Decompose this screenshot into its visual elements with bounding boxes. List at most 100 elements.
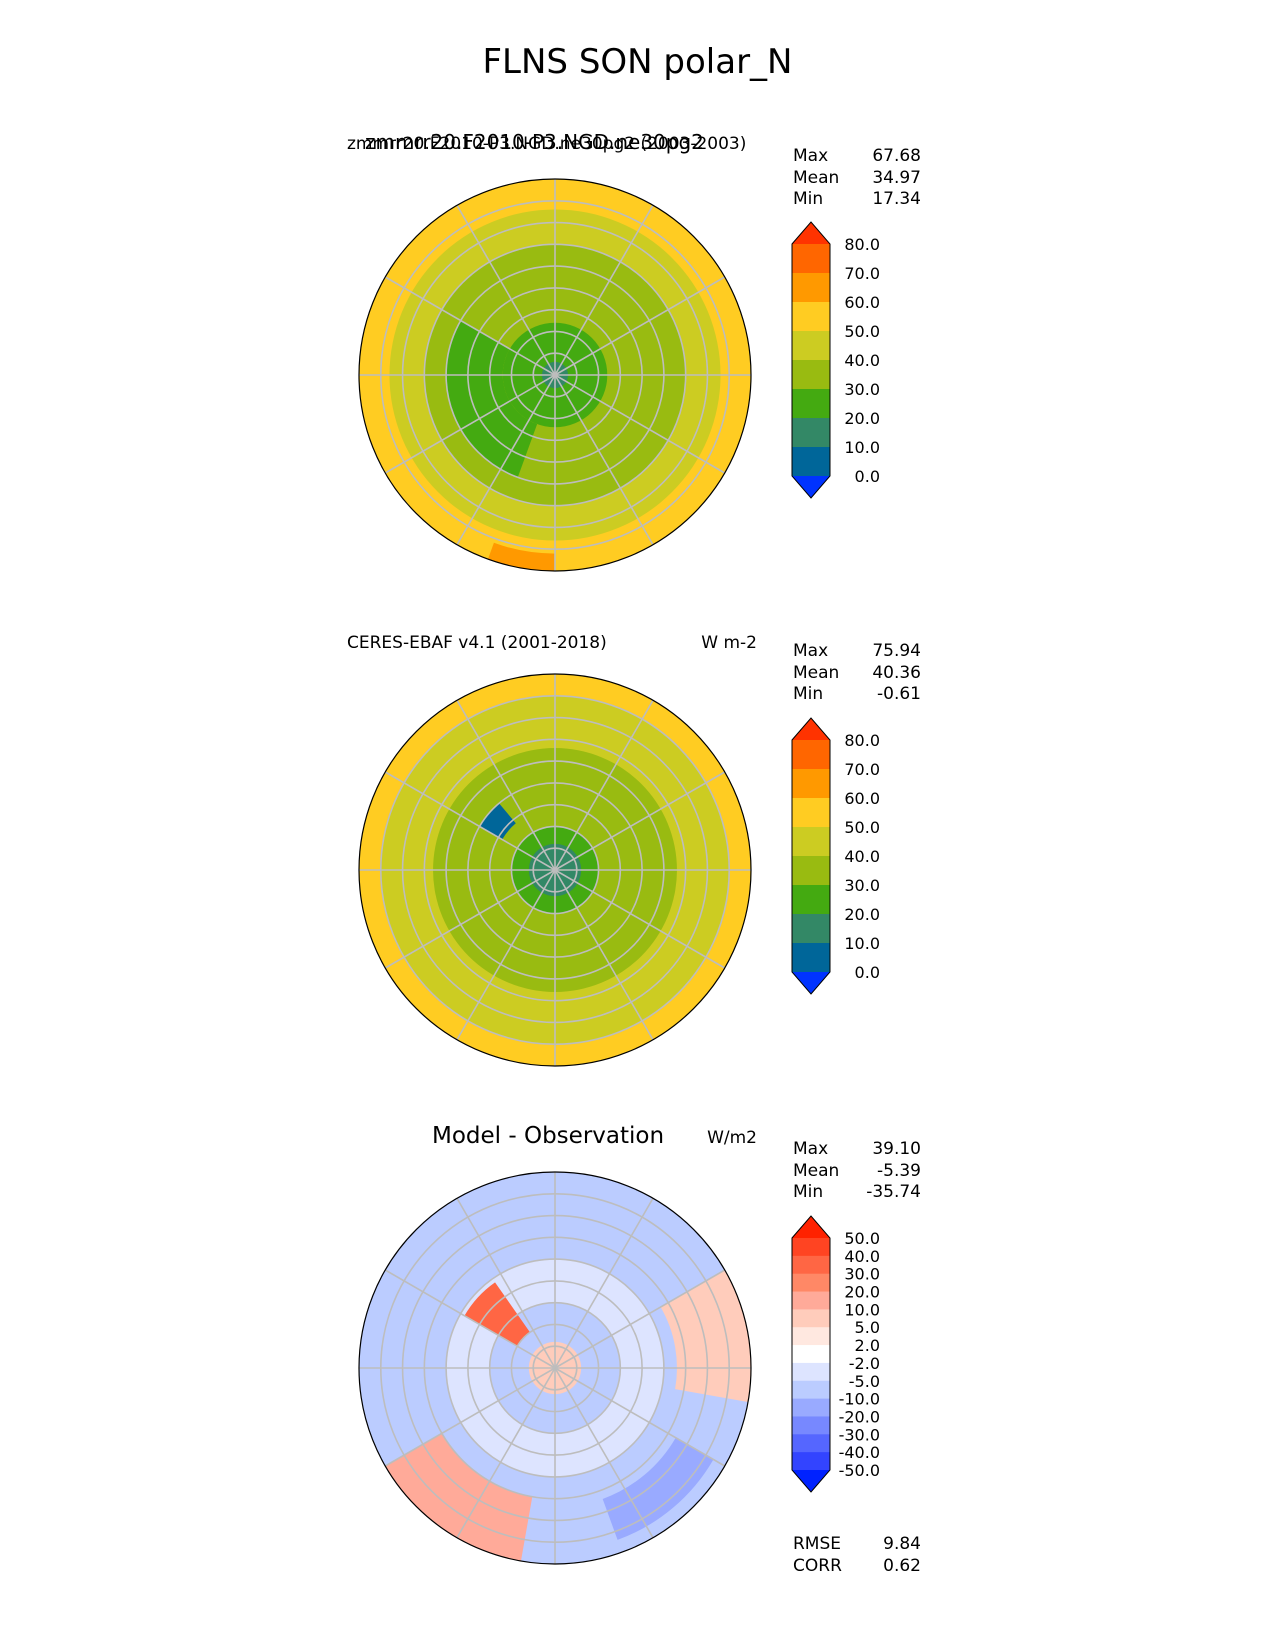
colorbar-tick-label: 30.0 [844,1265,880,1284]
map-field [359,1172,751,1564]
meridian-line [554,1367,654,1539]
field-region [511,826,599,914]
colorbar-extend-bottom [792,476,830,498]
colorbar-tick-label: 5.0 [855,1318,880,1337]
meridian-line [554,374,654,546]
panel-test-map [358,178,752,572]
figure-title: FLNS SON polar_N [482,42,793,82]
stat-max-value: 75.94 [872,641,921,661]
colorbar-segment [792,1327,830,1346]
meridian-line [384,276,556,376]
stat-mean-value: 40.36 [872,662,921,683]
colorbar-tick-label: 30.0 [844,876,880,895]
stat-min-value: 17.34 [872,189,921,209]
stat-min-value: -35.74 [866,1182,921,1202]
rmse-label: RMSE [793,1534,842,1554]
corr-value: 0.62 [883,1555,921,1576]
map-boundary [358,1171,752,1565]
colorbar-segment [792,1291,830,1310]
stat-mean-label: Mean [793,167,840,188]
field-region [602,1437,714,1540]
panel-reference-units: W m-2 [701,633,757,653]
colorbar-segment [792,856,830,886]
colorbar-outline [791,1215,831,1493]
panel-test-stats: Max 67.68 Mean 34.97 Min 17.34 [793,146,921,211]
colorbar-segment [792,447,830,477]
colorbar-segment [792,1398,830,1417]
colorbar-segment [792,244,830,274]
colorbar-extend-bottom [792,972,830,994]
colorbar-tick-label: 10.0 [844,1300,880,1319]
meridian-line [554,869,654,1041]
rmse-value: 9.84 [883,1534,921,1554]
colorbar-tick-label: -40.0 [839,1443,880,1462]
meridian-line [384,1269,556,1369]
map-field [359,674,751,1066]
meridian-line [554,1367,726,1467]
colorbar-tick-label: 0.0 [855,963,880,982]
meridian-line [456,374,556,546]
stat-min-label: Min [793,189,824,209]
colorbar-tick-label: 10.0 [844,438,880,457]
colorbar-tick-label: 40.0 [844,847,880,866]
colorbar-extend-top [792,718,830,740]
colorbar-tick-label: 50.0 [844,1229,880,1248]
field-region [385,1433,533,1562]
stat-min-label: Min [793,684,824,704]
colorbar-segment [792,273,830,303]
panel-test-overlay-title: zmmrr20.F2010-P3.NGD.ne30pg2 [365,130,704,154]
colorbar-segment [792,360,830,390]
stat-min-label: Min [793,1182,824,1202]
panel-difference-colorbar: 50.040.030.020.010.05.02.0-2.0-5.0-10.0-… [791,1215,880,1493]
colorbar-tick-label: -2.0 [849,1354,880,1373]
colorbar-segment [792,302,830,332]
colorbar-segment [792,1238,830,1257]
colorbar-segment [792,827,830,857]
colorbar-extend-top [792,1216,830,1238]
colorbar-tick-label: -50.0 [839,1461,880,1480]
colorbar-tick-label: 0.0 [855,467,880,486]
stat-max-label: Max [793,1139,829,1159]
colorbar-outline [791,221,831,499]
meridian-line [456,1367,556,1539]
meridian-line [554,1269,726,1369]
colorbar-segment [792,914,830,944]
colorbar-segment [792,331,830,361]
meridian-line [554,699,654,871]
colorbar-tick-label: 60.0 [844,789,880,808]
colorbar-tick-label: 30.0 [844,380,880,399]
panel-reference: CERES-EBAF v4.1 (2001-2018) W m-2 Max 75.… [0,620,1275,1120]
colorbar-segment [792,885,830,915]
colorbar-tick-label: 20.0 [844,1283,880,1302]
panel-test-title: zmmrr20.F2010-P3.NGD.ne30pg2 (2003-2003) [347,134,747,154]
colorbar-tick-label: -20.0 [839,1407,880,1426]
panel-reference-map [358,673,752,1067]
stat-mean-value: -5.39 [877,1160,921,1181]
corr-label: CORR [793,1555,842,1576]
meridian-line [554,771,726,871]
colorbar-segment [792,943,830,973]
stat-max-value: 39.10 [872,1139,921,1159]
stat-max-label: Max [793,641,829,661]
colorbar-segment [792,798,830,828]
meridian-line [456,699,556,871]
meridian-line [456,1197,556,1369]
colorbar-tick-label: 20.0 [844,409,880,428]
meridian-line [384,869,556,969]
meridian-line [554,374,726,474]
colorbar-segment [792,1380,830,1400]
stat-max-value: 67.68 [872,146,921,166]
colorbar-segment [792,769,830,799]
stat-min-value: -0.61 [877,684,921,704]
colorbar-segment [792,389,830,419]
field-region [660,1270,751,1403]
panel-test-colorbar: 80.0 70.0 60.0 50.0 40.0 30.0 20.0 10.0 0.0 [791,221,880,499]
meridian-line [554,869,726,969]
colorbar-tick-label: 20.0 [844,905,880,924]
colorbar-tick-label: 80.0 [844,731,880,750]
colorbar-segment [792,1309,830,1328]
colorbar-outline [791,717,831,995]
colorbar-segment [792,1362,830,1382]
colorbar-tick-label: 60.0 [844,293,880,312]
stat-mean-label: Mean [793,1160,840,1181]
